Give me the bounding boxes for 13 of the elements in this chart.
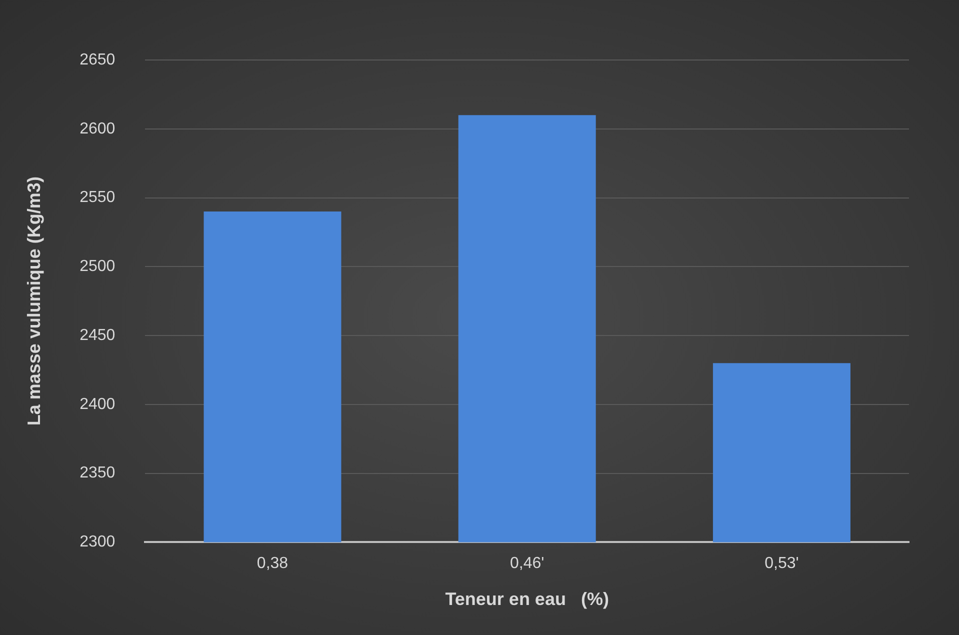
y-tick-label: 2600 [80, 120, 116, 138]
y-tick-label: 2500 [80, 258, 116, 276]
y-tick-label: 2400 [80, 396, 116, 413]
x-tick-label: 0,53' [764, 555, 799, 572]
x-axis-title: Teneur en eau (%) [445, 589, 609, 610]
x-tick-label: 0,46' [510, 555, 544, 572]
x-tick-label: 0,38 [256, 555, 288, 572]
y-tick-label: 2350 [80, 464, 116, 482]
y-tick-label: 2550 [80, 189, 116, 206]
y-tick-label: 2450 [80, 326, 116, 344]
y-axis-title: La masse vulumique (Kg/m3) [24, 176, 44, 426]
y-tick-label: 2650 [80, 51, 116, 68]
y-tick-label: 2300 [80, 534, 116, 551]
